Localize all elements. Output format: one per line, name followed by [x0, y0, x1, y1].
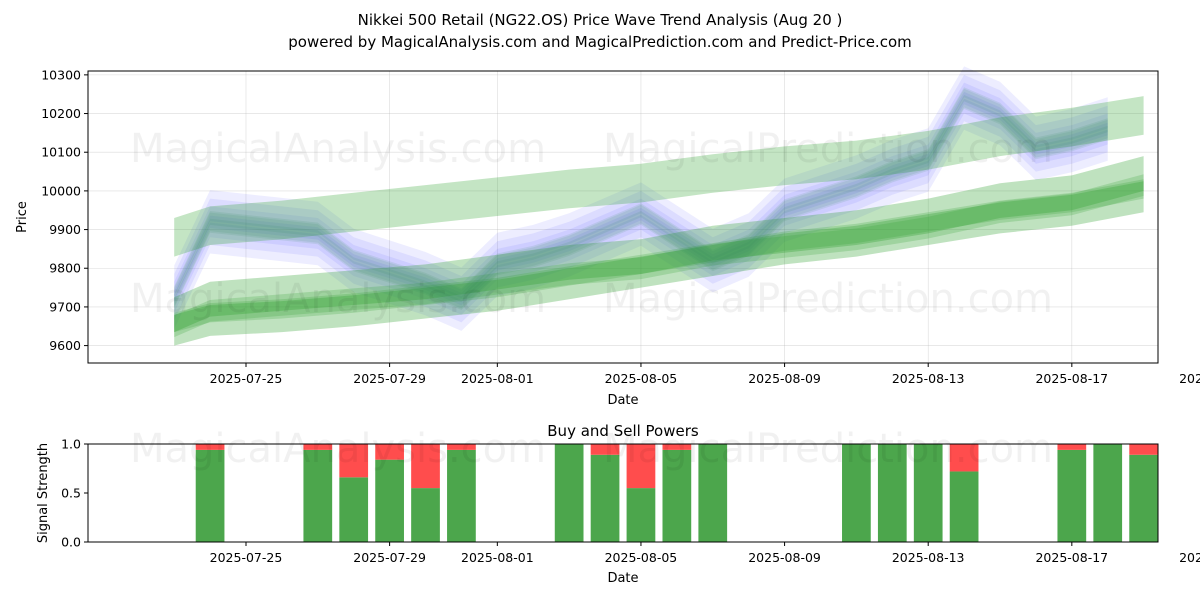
bottom-xtick-label: 2025-07-29: [353, 550, 426, 565]
top-xtick-label: 2025-08-21: [1179, 371, 1200, 386]
buy-power-bar: [913, 444, 943, 542]
sell-power-bar: [662, 444, 692, 450]
buy-power-bar: [662, 449, 692, 542]
watermark-bottom-left: MagicalAnalysis.com: [130, 426, 546, 472]
top-x-label: Date: [607, 393, 638, 408]
sell-power-bar: [1129, 444, 1158, 455]
top-x-axis: 2025-07-25 2025-07-29 2025-08-01 2025-08-05…: [210, 363, 1200, 386]
sell-power-bar: [375, 444, 404, 460]
watermark-top-right: MagicalPrediction.com: [603, 126, 1053, 172]
top-grid: [88, 71, 1158, 363]
buy-power-bar: [375, 459, 404, 542]
top-xtick-label: 2025-08-17: [1035, 371, 1108, 386]
top-ytick-label: 9900: [49, 222, 81, 237]
bottom-chart-title: Buy and Sell Powers: [547, 422, 699, 440]
chart-title: Nikkei 500 Retail (NG22.OS) Price Wave T…: [358, 11, 843, 29]
watermark-bottom-right: MagicalPrediction.com: [603, 426, 1053, 472]
buy-power-bar: [303, 449, 333, 542]
chart-subtitle: powered by MagicalAnalysis.com and Magic…: [288, 33, 912, 51]
bottom-xtick-label: 2025-08-21: [1179, 550, 1200, 565]
sell-power-bar: [626, 444, 656, 489]
bottom-xtick-label: 2025-07-25: [210, 550, 283, 565]
sell-power-bar: [195, 444, 225, 450]
top-xtick-label: 2025-08-09: [748, 371, 821, 386]
sell-power-bar: [411, 444, 440, 489]
sell-power-bar: [590, 444, 620, 455]
buy-power-bar: [1057, 449, 1087, 542]
buy-power-bar: [590, 454, 620, 542]
top-watermarks: MagicalAnalysis.com MagicalPrediction.co…: [130, 126, 1053, 322]
bottom-ytick-label: 0.5: [61, 486, 81, 501]
buy-power-bar: [447, 449, 476, 542]
green-trend-band-lower-inner: [174, 174, 1144, 338]
buy-power-bar: [411, 488, 440, 542]
watermark-mid-right: MagicalPrediction.com: [603, 276, 1053, 322]
green-trend-band-lower: [174, 156, 1144, 333]
top-ytick-label: 9800: [49, 261, 81, 276]
bottom-x-label: Date: [607, 571, 638, 586]
green-trend-band-base: [174, 181, 1144, 346]
bottom-y-label: Signal Strength: [36, 443, 51, 543]
buy-power-bar: [554, 444, 584, 542]
bottom-xtick-label: 2025-08-01: [461, 550, 534, 565]
bottom-ytick-label: 0.0: [61, 535, 81, 550]
top-ytick-label: 10300: [41, 67, 81, 82]
buy-power-bar: [626, 488, 656, 542]
buy-power-bar: [949, 471, 979, 542]
top-ytick-label: 9700: [49, 299, 81, 314]
top-xtick-label: 2025-08-13: [892, 371, 965, 386]
bottom-x-axis: 2025-07-25 2025-07-29 2025-08-01 2025-08-05…: [210, 542, 1200, 565]
buy-power-bar: [877, 444, 907, 542]
top-xtick-label: 2025-07-29: [353, 371, 426, 386]
bottom-xtick-label: 2025-08-05: [605, 550, 678, 565]
bottom-ytick-label: 1.0: [61, 437, 81, 452]
top-ytick-label: 10000: [41, 183, 81, 198]
top-ytick-label: 10200: [41, 106, 81, 121]
sell-power-bar: [339, 444, 369, 478]
green-trend-band-base-inner: [174, 179, 1144, 333]
bottom-xtick-label: 2025-08-17: [1035, 550, 1108, 565]
buy-power-bar: [1093, 444, 1123, 542]
buy-power-bar: [698, 444, 728, 542]
top-y-axis: 9600 9700 9800 9900 10000 10100 10200 10300: [41, 67, 88, 353]
top-xtick-label: 2025-08-05: [605, 371, 678, 386]
top-ytick-label: 9600: [49, 338, 81, 353]
top-ytick-label: 10100: [41, 145, 81, 160]
buy-power-bar: [1129, 454, 1158, 542]
top-xtick-label: 2025-08-01: [461, 371, 534, 386]
green-trend-band-upper: [174, 96, 1144, 257]
buy-power-bar: [195, 449, 225, 542]
sell-power-bar: [303, 444, 333, 450]
bottom-y-axis: 0.0 0.5 1.0: [61, 437, 88, 550]
buy-power-bar: [339, 477, 369, 542]
top-y-label: Price: [15, 201, 30, 233]
sell-power-bar: [447, 444, 476, 450]
bottom-watermarks: MagicalAnalysis.com MagicalPrediction.co…: [130, 426, 1053, 472]
buy-power-bar: [842, 444, 871, 542]
watermark-mid-left: MagicalAnalysis.com: [130, 276, 546, 322]
top-xtick-label: 2025-07-25: [210, 371, 283, 386]
watermark-top-left: MagicalAnalysis.com: [130, 126, 546, 172]
sell-power-bar: [1057, 444, 1087, 450]
bottom-xtick-label: 2025-08-13: [892, 550, 965, 565]
top-plot-frame: [87, 70, 1159, 364]
sell-power-bar: [949, 444, 979, 472]
top-bands: [174, 66, 1144, 346]
bottom-bars: [195, 444, 1158, 542]
bottom-xtick-label: 2025-08-09: [748, 550, 821, 565]
